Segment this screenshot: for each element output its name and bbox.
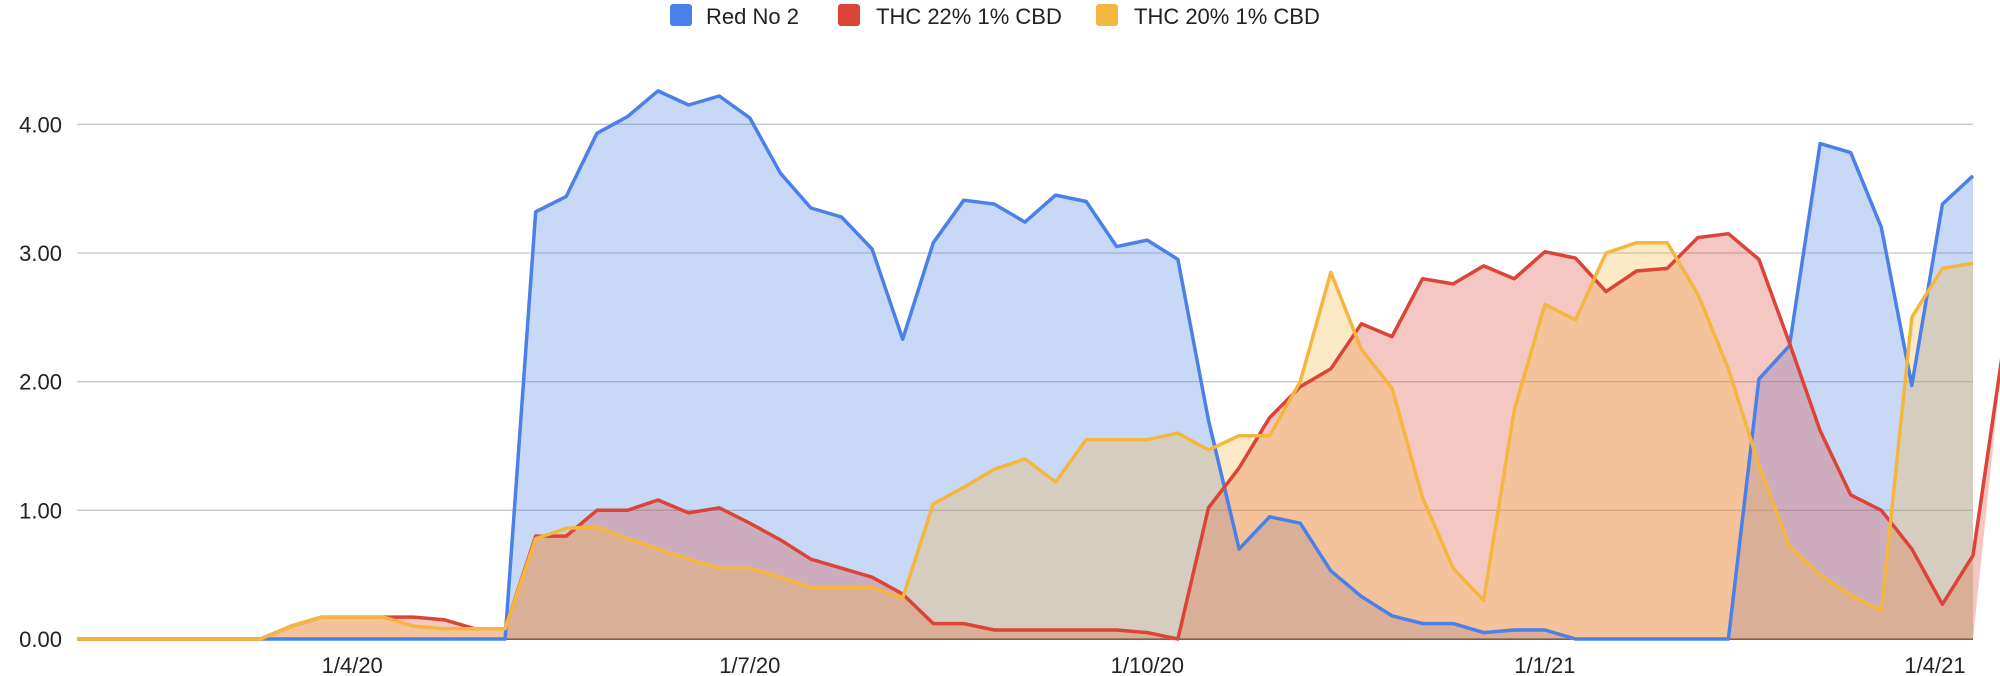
x-axis-tick-labels: 1/4/20 1/7/20 1/10/20 1/1/21 1/4/21 — [322, 653, 1966, 676]
x-tick-label: 1/1/21 — [1514, 653, 1575, 676]
legend-item-thc-20[interactable]: THC 20% 1% CBD — [1096, 4, 1320, 29]
area-red-no-2 — [77, 90, 1973, 639]
legend-swatch-thc-22 — [838, 4, 860, 26]
y-tick-label: 3.00 — [19, 241, 62, 266]
legend-label-thc-22: THC 22% 1% CBD — [876, 4, 1062, 29]
line-thc-22-1-cbd[interactable] — [77, 231, 2000, 641]
area-thc-20-1-cbd — [77, 242, 1973, 639]
line-red-no-2[interactable] — [77, 89, 1975, 641]
legend-item-red-no-2[interactable]: Red No 2 — [670, 4, 799, 29]
y-axis-tick-labels: 0.00 1.00 2.00 3.00 4.00 — [19, 112, 62, 652]
x-tick-label: 1/10/20 — [1111, 653, 1184, 676]
legend: Red No 2 THC 22% 1% CBD THC 20% 1% CBD — [670, 4, 1320, 29]
y-tick-label: 2.00 — [19, 370, 62, 395]
x-tick-label: 1/7/20 — [719, 653, 780, 676]
series-lines — [77, 89, 2000, 641]
y-tick-label: 0.00 — [19, 627, 62, 652]
legend-item-thc-22[interactable]: THC 22% 1% CBD — [838, 4, 1062, 29]
legend-label-thc-20: THC 20% 1% CBD — [1134, 4, 1320, 29]
legend-swatch-thc-20 — [1096, 4, 1118, 26]
series-areas — [77, 90, 2000, 639]
legend-swatch-red-no-2 — [670, 4, 692, 26]
line-thc-20-1-cbd[interactable] — [77, 240, 1974, 641]
y-tick-label: 1.00 — [19, 498, 62, 523]
x-tick-label: 1/4/21 — [1904, 653, 1965, 676]
x-tick-label: 1/4/20 — [322, 653, 383, 676]
legend-label-red-no-2: Red No 2 — [706, 4, 799, 29]
y-tick-label: 4.00 — [19, 112, 62, 137]
